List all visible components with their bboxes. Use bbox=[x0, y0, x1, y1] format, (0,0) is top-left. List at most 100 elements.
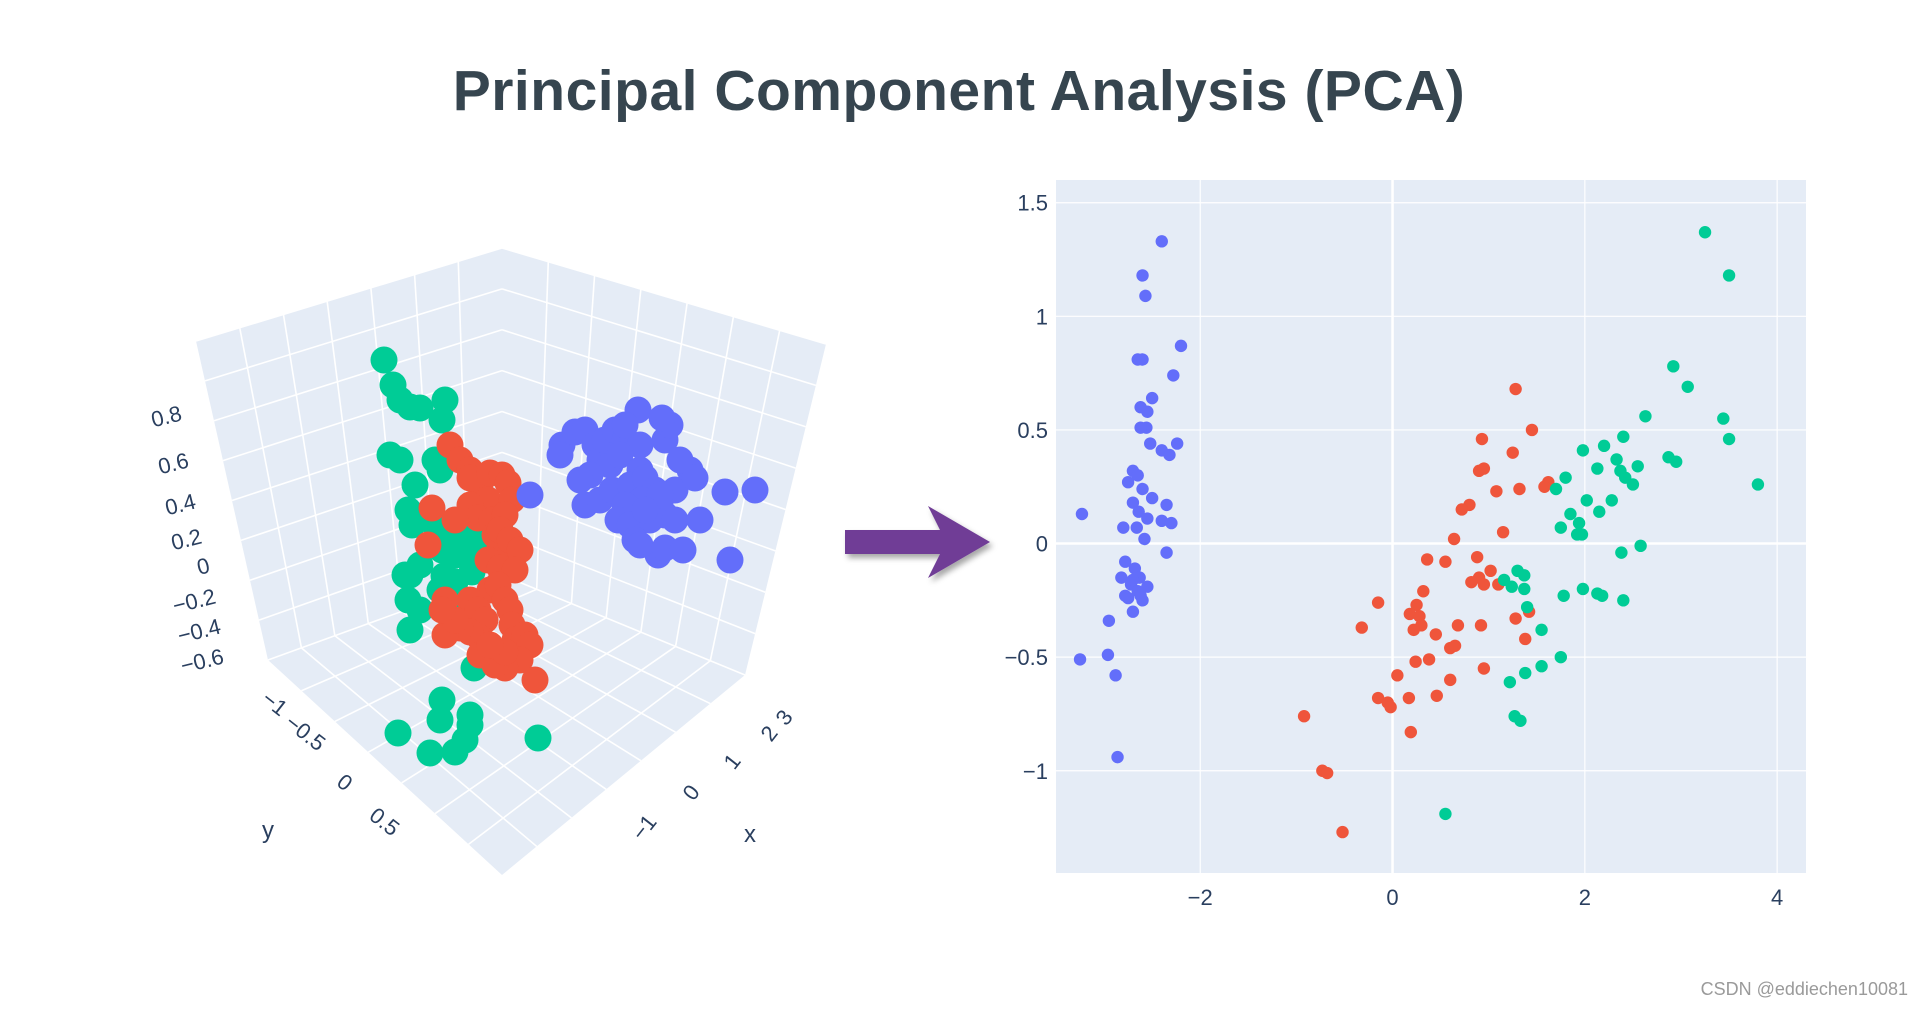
scene-point bbox=[418, 494, 446, 522]
data-point bbox=[1073, 653, 1087, 666]
data-point bbox=[1165, 516, 1178, 530]
scene-point bbox=[428, 686, 456, 714]
data-point bbox=[1102, 614, 1116, 627]
data-point bbox=[1126, 605, 1140, 618]
data-point bbox=[1130, 521, 1143, 534]
data-point bbox=[1509, 382, 1522, 396]
data-point bbox=[1477, 662, 1491, 675]
data-point bbox=[1134, 421, 1147, 434]
data-point bbox=[1126, 573, 1140, 587]
data-point bbox=[1535, 623, 1548, 637]
scene-point bbox=[661, 506, 689, 534]
scene-point bbox=[430, 562, 458, 590]
data-point bbox=[1518, 569, 1531, 582]
data-point bbox=[1554, 521, 1568, 534]
data-point bbox=[1519, 632, 1532, 646]
scene-point bbox=[716, 546, 744, 574]
scene-gridline bbox=[367, 622, 607, 790]
data-point bbox=[1163, 448, 1176, 462]
scene-point bbox=[524, 724, 552, 752]
data-point bbox=[1631, 460, 1644, 473]
data-point bbox=[1597, 439, 1611, 453]
scene-point bbox=[401, 471, 429, 499]
data-point bbox=[1525, 423, 1539, 437]
data-point bbox=[1144, 437, 1157, 450]
data-point bbox=[1141, 512, 1154, 525]
data-point bbox=[1439, 807, 1452, 821]
z-tick-label: 0 bbox=[194, 553, 212, 580]
plot-area bbox=[1056, 180, 1806, 873]
data-point bbox=[1576, 582, 1590, 596]
data-point bbox=[1444, 673, 1457, 687]
data-point bbox=[1136, 269, 1149, 282]
data-point bbox=[1549, 482, 1563, 496]
data-point bbox=[1128, 562, 1142, 575]
x-tick-label: −2 bbox=[1188, 885, 1213, 910]
y-tick-label: 1.5 bbox=[1017, 191, 1048, 216]
data-point bbox=[1404, 725, 1418, 739]
data-point bbox=[1355, 621, 1368, 634]
data-point bbox=[1160, 546, 1173, 559]
data-point bbox=[1371, 596, 1385, 609]
scene-point bbox=[441, 506, 469, 534]
data-point bbox=[1617, 594, 1630, 607]
scene-point bbox=[546, 441, 574, 469]
scene-gridline bbox=[501, 533, 756, 635]
scene-gridline bbox=[501, 247, 827, 345]
data-point bbox=[1580, 494, 1593, 507]
data-point bbox=[1509, 612, 1522, 625]
data-point bbox=[1417, 585, 1430, 598]
scene-gridline bbox=[213, 328, 503, 422]
data-point bbox=[1391, 669, 1404, 682]
data-point bbox=[1141, 405, 1154, 418]
scene-point bbox=[370, 346, 398, 374]
data-point bbox=[1669, 455, 1683, 468]
data-point bbox=[1155, 514, 1168, 528]
scene-gridline bbox=[282, 314, 336, 636]
data-point bbox=[1141, 580, 1154, 593]
page-title: Principal Component Analysis (PCA) bbox=[452, 59, 1466, 123]
watermark: CSDN @eddiechen10081 bbox=[1700, 979, 1908, 999]
scene-point bbox=[521, 666, 549, 694]
data-point bbox=[1559, 471, 1572, 484]
scene-gridline bbox=[501, 288, 817, 387]
scene-gridline bbox=[334, 602, 572, 723]
data-point bbox=[1170, 437, 1184, 450]
data-point bbox=[1139, 289, 1152, 303]
scene-point bbox=[428, 596, 456, 624]
scene-point bbox=[426, 456, 454, 484]
data-point bbox=[1384, 700, 1397, 714]
data-point bbox=[1420, 553, 1434, 566]
scene-point bbox=[626, 531, 654, 559]
data-point bbox=[1477, 462, 1491, 475]
y-axis-label: y bbox=[262, 817, 274, 844]
data-point bbox=[1136, 353, 1149, 366]
data-point bbox=[1155, 235, 1168, 248]
data-point bbox=[1109, 669, 1122, 682]
data-point bbox=[1698, 226, 1712, 239]
data-point bbox=[1506, 446, 1519, 459]
scene-point bbox=[681, 464, 709, 492]
scene-point bbox=[666, 446, 694, 474]
y-tick-label: 0.5 bbox=[1017, 418, 1048, 443]
scene-gridline bbox=[195, 247, 503, 342]
scene-point bbox=[396, 616, 424, 644]
data-point bbox=[1430, 689, 1443, 702]
data-point bbox=[1490, 485, 1503, 498]
data-point bbox=[1477, 578, 1491, 591]
floor-pane bbox=[268, 575, 745, 875]
data-point bbox=[1439, 555, 1452, 568]
data-point bbox=[1111, 750, 1124, 764]
scene-point bbox=[426, 706, 454, 734]
scene-gridline bbox=[334, 635, 572, 819]
data-point bbox=[1626, 478, 1640, 491]
data-point bbox=[1429, 628, 1443, 641]
scene-gridline bbox=[640, 302, 688, 633]
data-point bbox=[1681, 380, 1694, 393]
data-point bbox=[1564, 507, 1577, 521]
scene-point bbox=[431, 386, 459, 414]
data-point bbox=[1505, 580, 1518, 593]
